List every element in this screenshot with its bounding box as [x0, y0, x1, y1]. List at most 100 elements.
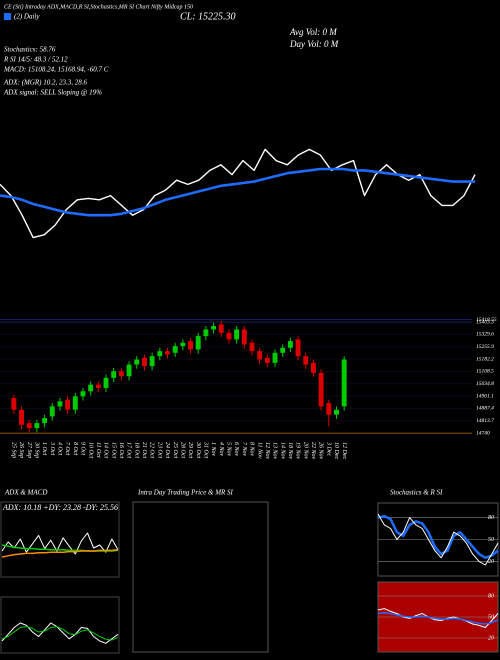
- annotation: Day Vol: 0 M: [289, 39, 339, 49]
- x-tick-label: 16 Oct: [118, 442, 124, 458]
- x-tick-label: 10 Dec: [333, 442, 339, 459]
- series-line: [377, 608, 499, 628]
- candle-body: [334, 409, 339, 415]
- x-tick-label: 11 Nov: [256, 442, 262, 459]
- x-tick-label: 17 Oct: [126, 442, 132, 458]
- candle-body: [257, 351, 263, 360]
- candle-body: [310, 362, 316, 373]
- y-tick-label: 14813.7: [476, 417, 494, 424]
- y-tick-label: 14961.1: [476, 392, 494, 399]
- candle-body: [303, 356, 309, 365]
- candle-body: [203, 329, 209, 337]
- x-tick-label: 26 Nov: [318, 442, 324, 460]
- x-tick-label: 7 Nov: [241, 442, 247, 457]
- candle-body: [195, 336, 201, 350]
- y-tick-label: 80: [488, 515, 494, 521]
- x-tick-label: 30 Oct: [195, 441, 201, 458]
- candle-body: [134, 359, 140, 365]
- adx-frame: [0, 501, 120, 578]
- x-tick-label: 24 Oct: [164, 442, 171, 458]
- annotation: MACD: 15108.24, 15168.94, -60.7 C: [3, 66, 109, 74]
- x-tick-label: 27 Sep: [26, 442, 32, 458]
- x-tick-label: 29 Oct: [187, 442, 193, 458]
- y-tick-label: 20: [488, 635, 494, 641]
- candle-body: [26, 423, 32, 429]
- annotation: CL: 15225.30: [180, 11, 236, 22]
- candle-body: [111, 371, 117, 378]
- y-tick-label: 50: [488, 614, 494, 620]
- x-tick-label: 19 Nov: [295, 442, 301, 460]
- candle-body: [188, 341, 193, 350]
- x-tick-label: 14 Nov: [279, 442, 286, 460]
- candle-body: [318, 372, 324, 407]
- candle-body: [103, 377, 109, 388]
- macd-frame: [0, 596, 120, 654]
- series-line: [0, 167, 475, 217]
- x-tick-label: 15 Oct: [110, 442, 116, 458]
- x-tick-label: 9 Oct: [80, 442, 86, 455]
- series-line: [377, 513, 499, 566]
- y-tick-label: 20: [488, 559, 494, 565]
- series-line: [0, 148, 476, 239]
- candle-body: [88, 384, 94, 392]
- y-tick-label: 80: [488, 593, 494, 599]
- x-tick-label: 31 Oct: [203, 441, 209, 458]
- candle-body: [57, 401, 63, 407]
- x-tick-label: 5 Nov: [226, 442, 232, 457]
- candle-body: [19, 409, 24, 425]
- x-tick-label: 1 Nov: [210, 442, 216, 457]
- annotation: ADX signal: SELL Sloping @ 19%: [3, 89, 102, 97]
- y-tick-label: 15108.5: [476, 369, 494, 375]
- x-tick-label: 28 Oct: [179, 442, 185, 458]
- candle-body: [295, 339, 301, 357]
- candle-body: [272, 352, 278, 363]
- annotation: (2) Daily: [14, 13, 40, 21]
- series-line: [1, 532, 119, 555]
- x-tick-label: 10 Oct: [87, 442, 93, 458]
- x-tick-label: 11 Oct: [95, 442, 101, 458]
- x-tick-label: 8 Nov: [249, 442, 255, 457]
- candle-body: [280, 347, 286, 353]
- candle-body: [226, 332, 232, 340]
- x-tick-label: 18 Nov: [287, 442, 293, 460]
- candle-body: [80, 391, 86, 397]
- y-tick-label: 14887.4: [476, 405, 494, 412]
- x-tick-label: 7 Oct: [64, 442, 70, 455]
- panel-title: ADX & MACD: [4, 489, 47, 497]
- intraday-title: Intra Day Trading Price & MR SI: [137, 489, 234, 497]
- series-line: [377, 514, 499, 560]
- candle-body: [42, 418, 48, 424]
- x-tick-label: 22 Nov: [310, 442, 316, 460]
- candle-body: [157, 351, 163, 357]
- x-tick-label: 6 Nov: [233, 442, 239, 457]
- x-tick-label: 4 Nov: [218, 442, 225, 457]
- annotation: ADX: 10.18 +DY: 23.28 -DY: 25.56: [2, 503, 118, 512]
- candle-body: [11, 398, 17, 410]
- x-tick-label: 13 Nov: [272, 442, 278, 460]
- x-tick-label: 25 Sep: [10, 442, 16, 458]
- candle-body: [249, 342, 255, 352]
- legend-swatch: [4, 13, 11, 20]
- y-tick-label: 15418.55: [476, 316, 497, 323]
- annotation: Stochastics: 58.76: [4, 46, 56, 54]
- annotation: ADX: (MGR) 10.2, 23.3, 28.6: [3, 79, 88, 87]
- x-tick-label: 30 Sep: [34, 441, 40, 458]
- intraday-panel: [132, 501, 269, 653]
- candle-body: [49, 406, 55, 417]
- annotation: R SI 14/5: 48.3 / 52.12: [3, 56, 68, 64]
- candle-body: [211, 326, 217, 330]
- x-tick-label: 12 Nov: [264, 442, 270, 460]
- y-tick-label: 15403.3: [476, 318, 494, 325]
- candle-body: [172, 346, 178, 353]
- candle-body: [341, 359, 347, 407]
- y-tick-label: 50: [488, 537, 494, 543]
- candle-body: [287, 341, 293, 348]
- candle-body: [95, 384, 101, 388]
- x-tick-label: 22 Oct: [149, 442, 155, 458]
- y-tick-label: 15329.6: [476, 332, 494, 338]
- x-tick-label: 25 Oct: [172, 442, 178, 458]
- x-tick-label: 18 Oct: [133, 442, 139, 458]
- candle-body: [126, 364, 132, 377]
- candle-body: [241, 329, 247, 345]
- candle-body: [34, 423, 40, 429]
